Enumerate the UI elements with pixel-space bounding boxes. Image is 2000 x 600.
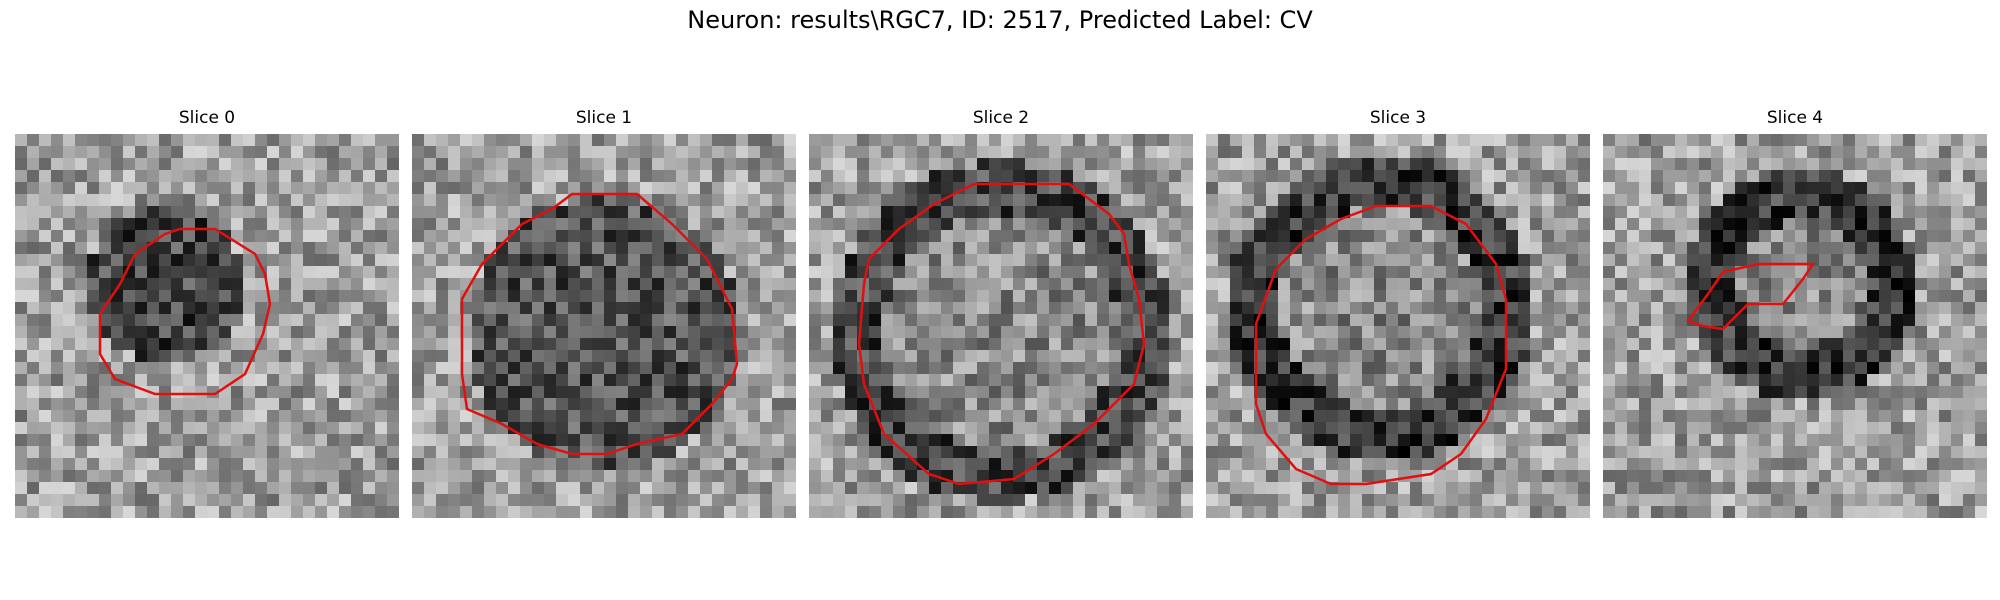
- microscopy-slice-0: [15, 134, 399, 518]
- roi-contour-0: [98, 227, 272, 396]
- slice-image: [1206, 134, 1590, 518]
- figure-title: Neuron: results\RGC7, ID: 2517, Predicte…: [687, 6, 1313, 34]
- roi-contour-2: [857, 182, 1146, 486]
- microscopy-slice-2: [809, 134, 1193, 518]
- roi-contour-1: [460, 192, 739, 456]
- roi-contour-4: [1685, 262, 1816, 331]
- slice-image: [809, 134, 1193, 518]
- slice-panel-2: Slice 2: [809, 106, 1193, 518]
- slice-title: Slice 1: [575, 108, 633, 128]
- slice-panel-3: Slice 3: [1206, 106, 1590, 518]
- slice-panel-0: Slice 0: [15, 106, 399, 518]
- slice-image: [412, 134, 796, 518]
- slice-panel-1: Slice 1: [412, 106, 796, 518]
- slice-title: Slice 3: [1369, 108, 1427, 128]
- slice-panel-4: Slice 4: [1603, 106, 1987, 518]
- slice-title: Slice 4: [1766, 108, 1824, 128]
- slice-image: [1603, 134, 1987, 518]
- slice-title: Slice 2: [972, 108, 1030, 128]
- roi-contour-3: [1254, 204, 1508, 486]
- microscopy-slice-4: [1603, 134, 1987, 518]
- slice-title: Slice 0: [178, 108, 236, 128]
- slice-image: [15, 134, 399, 518]
- microscopy-slice-3: [1206, 134, 1590, 518]
